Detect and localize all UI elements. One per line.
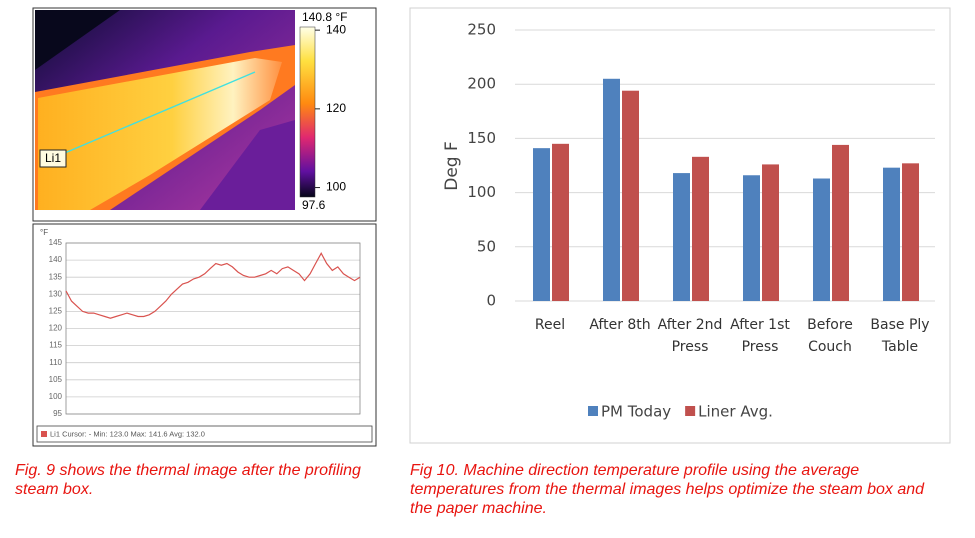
legend-label: PM Today bbox=[601, 403, 671, 421]
y-tick-label: 110 bbox=[49, 358, 62, 367]
bar bbox=[622, 90, 639, 301]
y-tick-label: 115 bbox=[49, 341, 62, 350]
caption: Fig 10. Machine direction temperature pr… bbox=[410, 462, 925, 517]
bar bbox=[883, 167, 900, 301]
line-frame bbox=[32, 223, 377, 447]
line-series bbox=[65, 252, 361, 319]
bar bbox=[552, 143, 569, 301]
y-axis-label: Deg F bbox=[442, 141, 462, 191]
x-tick-label: Reel bbox=[534, 317, 566, 333]
y-axis-label: °F bbox=[40, 228, 48, 237]
legend-swatch bbox=[41, 431, 47, 437]
y-tick-label: 130 bbox=[49, 289, 63, 298]
y-tick-label: 250 bbox=[467, 21, 496, 39]
y-tick-label: 95 bbox=[53, 409, 62, 418]
thermal-dark bbox=[35, 10, 120, 70]
legend-swatch bbox=[588, 406, 598, 416]
y-tick-label: 50 bbox=[477, 237, 496, 255]
y-tick-label: 120 bbox=[49, 324, 63, 333]
thermal-cone bbox=[38, 58, 282, 210]
x-tick-label: Base Ply Table bbox=[870, 317, 930, 355]
x-tick-label: After 8th bbox=[589, 317, 651, 333]
y-tick-label: 140 bbox=[49, 255, 63, 264]
bar bbox=[902, 163, 919, 301]
line-label-box bbox=[39, 149, 67, 168]
x-tick-label: After 1st Press bbox=[730, 317, 790, 355]
y-tick-label: 100 bbox=[49, 392, 63, 401]
colorbar-end-label: 97.6 bbox=[302, 198, 326, 212]
colorbar bbox=[299, 26, 316, 198]
bar bbox=[743, 175, 760, 301]
y-tick-label: 100 bbox=[467, 183, 496, 201]
x-tick-label: Before Couch bbox=[807, 317, 853, 355]
colorbar-tick-label: 140 bbox=[326, 22, 346, 36]
plot-area bbox=[65, 242, 361, 415]
legend-label: Liner Avg. bbox=[698, 403, 773, 421]
bar bbox=[832, 144, 849, 301]
bar bbox=[533, 148, 550, 301]
bar bbox=[603, 78, 620, 301]
y-tick-label: 200 bbox=[467, 75, 496, 93]
legend-swatch bbox=[685, 406, 696, 416]
legend-text: Li1 Cursor: - Min: 123.0 Max: 141.6 Avg:… bbox=[50, 429, 205, 438]
colorbar-tick-label: 100 bbox=[326, 180, 346, 194]
thermal-shadow bbox=[200, 120, 295, 210]
line-label: Li1 bbox=[45, 151, 61, 165]
caption: Fig. 9 shows the thermal image after the… bbox=[15, 462, 361, 498]
bar bbox=[673, 173, 690, 301]
y-tick-label: 145 bbox=[49, 238, 63, 247]
bar bbox=[762, 164, 779, 301]
colorbar-tick-label: 120 bbox=[326, 101, 346, 115]
colorbar-end-label: 140.8 °F bbox=[302, 10, 348, 24]
bar bbox=[813, 178, 830, 301]
y-tick-label: 105 bbox=[49, 375, 63, 384]
y-tick-label: 150 bbox=[467, 129, 496, 147]
legend-box bbox=[36, 425, 373, 443]
measure-line bbox=[59, 71, 256, 156]
y-tick-label: 125 bbox=[49, 307, 63, 316]
y-tick-label: 135 bbox=[49, 272, 63, 281]
x-tick-label: After 2nd Press bbox=[657, 317, 723, 355]
bar bbox=[692, 156, 709, 301]
y-tick-label: 0 bbox=[486, 292, 496, 310]
